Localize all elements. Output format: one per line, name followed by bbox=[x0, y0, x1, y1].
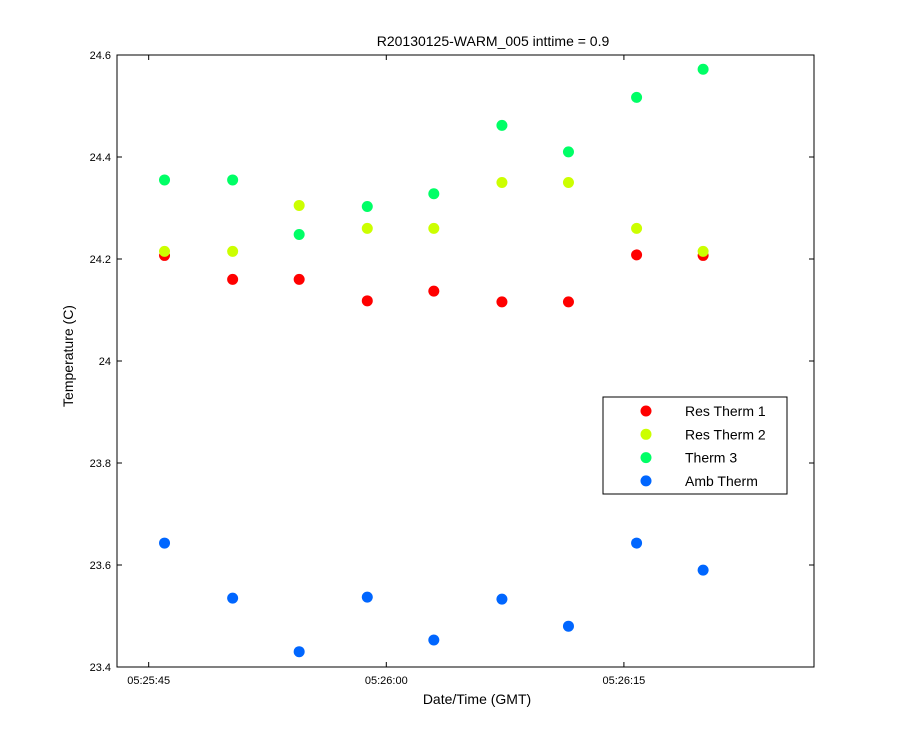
data-point bbox=[697, 63, 709, 75]
series-amb-therm bbox=[159, 537, 709, 658]
data-point bbox=[496, 119, 508, 131]
data-point bbox=[227, 174, 239, 186]
y-tick-label: 24 bbox=[99, 356, 111, 368]
data-point bbox=[227, 273, 239, 285]
data-point bbox=[631, 222, 643, 234]
plot-area bbox=[116, 54, 815, 668]
chart-title: R20130125-WARM_005 inttime = 0.9 bbox=[377, 33, 610, 49]
data-point bbox=[428, 222, 440, 234]
y-tick-label: 23.6 bbox=[90, 560, 111, 572]
data-point bbox=[293, 273, 305, 285]
legend: Res Therm 1 Res Therm 2 Therm 3 Amb Therm bbox=[602, 396, 788, 495]
data-point bbox=[428, 285, 440, 297]
y-tick-label: 24.4 bbox=[90, 152, 111, 164]
y-tick-label: 24.2 bbox=[90, 254, 111, 266]
data-point bbox=[159, 174, 171, 186]
data-point bbox=[496, 177, 508, 188]
x-tick-label: 05:25:45 bbox=[127, 675, 170, 687]
y-tick-label: 23.8 bbox=[90, 458, 111, 470]
y-axis-label: Temperature (C) bbox=[60, 305, 76, 407]
legend-box bbox=[602, 396, 788, 495]
y-tick-label: 24.6 bbox=[90, 50, 111, 62]
x-tick-label: 05:26:15 bbox=[602, 675, 645, 687]
x-axis-label: Date/Time (GMT) bbox=[423, 691, 531, 707]
legend-marker bbox=[640, 428, 652, 440]
y-axis: 23.4 23.6 23.8 24 24.2 24.4 24.6 bbox=[90, 50, 814, 674]
data-point bbox=[697, 564, 709, 576]
data-point bbox=[428, 188, 440, 200]
data-point bbox=[631, 249, 643, 261]
data-point bbox=[361, 222, 373, 234]
data-point bbox=[496, 296, 508, 308]
data-point bbox=[293, 229, 305, 241]
data-point bbox=[227, 245, 239, 257]
data-point bbox=[428, 634, 440, 646]
legend-label: Therm 3 bbox=[685, 450, 737, 466]
legend-label: Res Therm 2 bbox=[685, 426, 766, 442]
series-therm-3 bbox=[159, 63, 709, 241]
x-tick-label: 05:26:00 bbox=[365, 675, 408, 687]
legend-marker bbox=[640, 405, 652, 417]
data-point bbox=[697, 245, 709, 257]
legend-marker bbox=[640, 475, 652, 487]
y-tick-label: 23.4 bbox=[90, 662, 111, 674]
legend-label: Res Therm 1 bbox=[685, 403, 766, 419]
data-point bbox=[361, 295, 373, 307]
series-res-therm-2 bbox=[159, 177, 709, 257]
data-points bbox=[159, 63, 709, 658]
data-point bbox=[361, 200, 373, 212]
legend-marker bbox=[640, 452, 652, 464]
legend-label: Amb Therm bbox=[685, 473, 758, 489]
data-point bbox=[562, 177, 574, 188]
data-point bbox=[562, 146, 574, 158]
data-point bbox=[293, 199, 305, 211]
data-point bbox=[293, 646, 305, 658]
data-point bbox=[159, 537, 171, 549]
data-point bbox=[496, 593, 508, 605]
data-point bbox=[361, 591, 373, 603]
data-point bbox=[631, 91, 643, 103]
x-axis: 05:25:45 05:26:00 05:26:15 bbox=[127, 55, 645, 687]
data-point bbox=[227, 592, 239, 604]
data-point bbox=[562, 620, 574, 632]
data-point bbox=[159, 245, 171, 257]
data-point bbox=[631, 537, 643, 549]
data-point bbox=[562, 296, 574, 308]
